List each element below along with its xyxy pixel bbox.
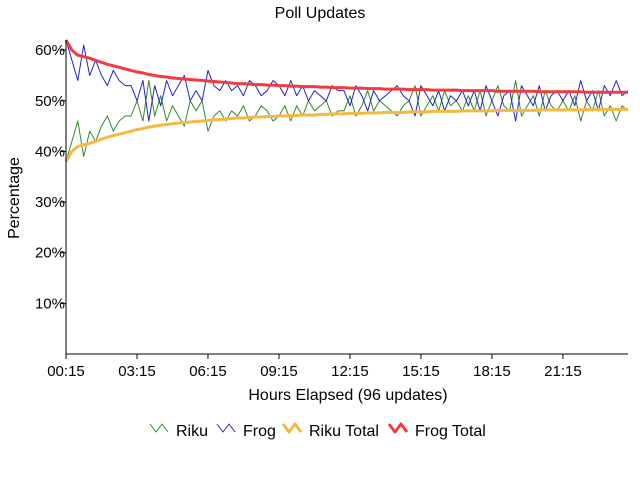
x-tick-label: 18:15 xyxy=(473,363,511,380)
series-line-frog-total xyxy=(64,39,628,94)
legend-label: Frog Total xyxy=(415,423,486,440)
legend-label: Frog xyxy=(243,423,276,440)
series-layer xyxy=(64,39,629,163)
y-tick-label: 50% xyxy=(35,93,65,110)
series-line-riku xyxy=(65,80,629,162)
chart-title: Poll Updates xyxy=(275,5,366,22)
y-ticks: 10% 20% 30% 40% 50% 60% xyxy=(35,42,66,312)
x-axis-label: Hours Elapsed (96 updates) xyxy=(248,387,447,404)
legend-swatch-frog xyxy=(216,423,236,433)
x-tick-label: 21:15 xyxy=(544,363,582,380)
y-tick-label: 10% xyxy=(35,295,65,312)
legend-swatch-frog-total xyxy=(387,422,409,434)
y-tick-label: 30% xyxy=(35,194,65,211)
series-line-frog xyxy=(65,39,629,122)
legend-swatch-riku xyxy=(149,423,169,433)
plot-area: 10% 20% 30% 40% 50% 60% 00:15 03:15 06:15 09:15 1… xyxy=(35,39,629,380)
x-tick-label: 03:15 xyxy=(118,363,156,380)
x-tick-label: 09:15 xyxy=(260,363,298,380)
y-tick-label: 40% xyxy=(35,143,65,160)
legend-swatch-riku-total xyxy=(281,422,303,434)
legend: Riku Frog Riku Total Frog Total xyxy=(149,422,486,440)
y-axis-label: Percentage xyxy=(6,157,23,239)
x-tick-label: 00:15 xyxy=(47,363,85,380)
legend-label: Riku xyxy=(176,423,208,440)
x-tick-label: 12:15 xyxy=(331,363,369,380)
series-line-riku-total xyxy=(64,107,628,163)
legend-label: Riku Total xyxy=(309,423,379,440)
x-tick-label: 15:15 xyxy=(402,363,440,380)
x-tick-label: 06:15 xyxy=(189,363,227,380)
x-ticks: 00:15 03:15 06:15 09:15 12:15 15:15 18:15 21:15 xyxy=(47,354,582,380)
y-tick-label: 20% xyxy=(35,245,65,262)
y-tick-label: 60% xyxy=(35,42,65,59)
